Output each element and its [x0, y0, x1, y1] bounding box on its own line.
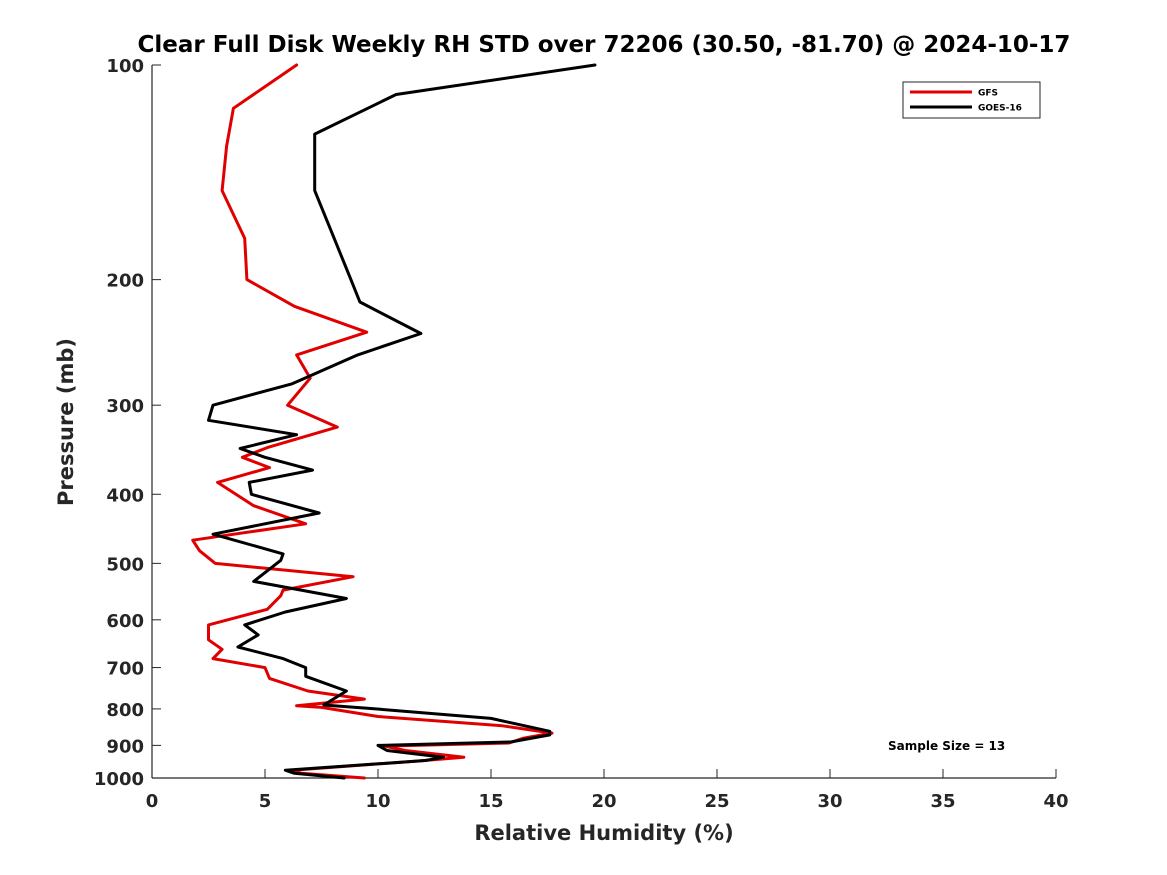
x-tick-label: 10	[365, 791, 390, 812]
legend-box	[902, 81, 1041, 119]
x-tick-label: 20	[591, 791, 616, 812]
series-line-goes-16	[207, 63, 597, 780]
x-axis-label: Relative Humidity (%)	[474, 821, 733, 845]
y-tick-label: 200	[106, 271, 144, 292]
x-tick-label: 35	[930, 791, 955, 812]
y-tick-label: 600	[106, 611, 144, 632]
x-tick-label: 5	[259, 791, 272, 812]
y-axis-label: Pressure (mb)	[54, 338, 78, 506]
legend-label-goes-16: GOES-16	[978, 104, 1022, 114]
y-tick-label: 1000	[94, 769, 144, 790]
legend-label-gfs: GFS	[978, 89, 998, 99]
axes: 0 5 10 15 20 25 30 35 40 100 200 300 400 500 600 700 800…	[94, 56, 1069, 812]
series-layer	[191, 63, 597, 780]
x-tick-label: 30	[817, 791, 842, 812]
x-tick-label: 40	[1043, 791, 1068, 812]
y-tick-label: 400	[106, 485, 144, 506]
y-tick-label: 700	[106, 659, 144, 680]
sample-size-annotation: Sample Size = 13	[888, 739, 1005, 753]
legend: GFS GOES-16	[902, 81, 1041, 119]
y-tick-label: 800	[106, 700, 144, 721]
x-tick-label: 0	[146, 791, 159, 812]
x-tick-label: 25	[704, 791, 729, 812]
y-tick-label: 300	[106, 396, 144, 417]
y-tick-label: 100	[106, 56, 144, 77]
chart-title: Clear Full Disk Weekly RH STD over 72206…	[138, 32, 1071, 58]
y-tick-label: 500	[106, 554, 144, 575]
y-tick-label: 900	[106, 736, 144, 757]
x-tick-label: 15	[478, 791, 503, 812]
series-line-gfs	[191, 63, 554, 780]
